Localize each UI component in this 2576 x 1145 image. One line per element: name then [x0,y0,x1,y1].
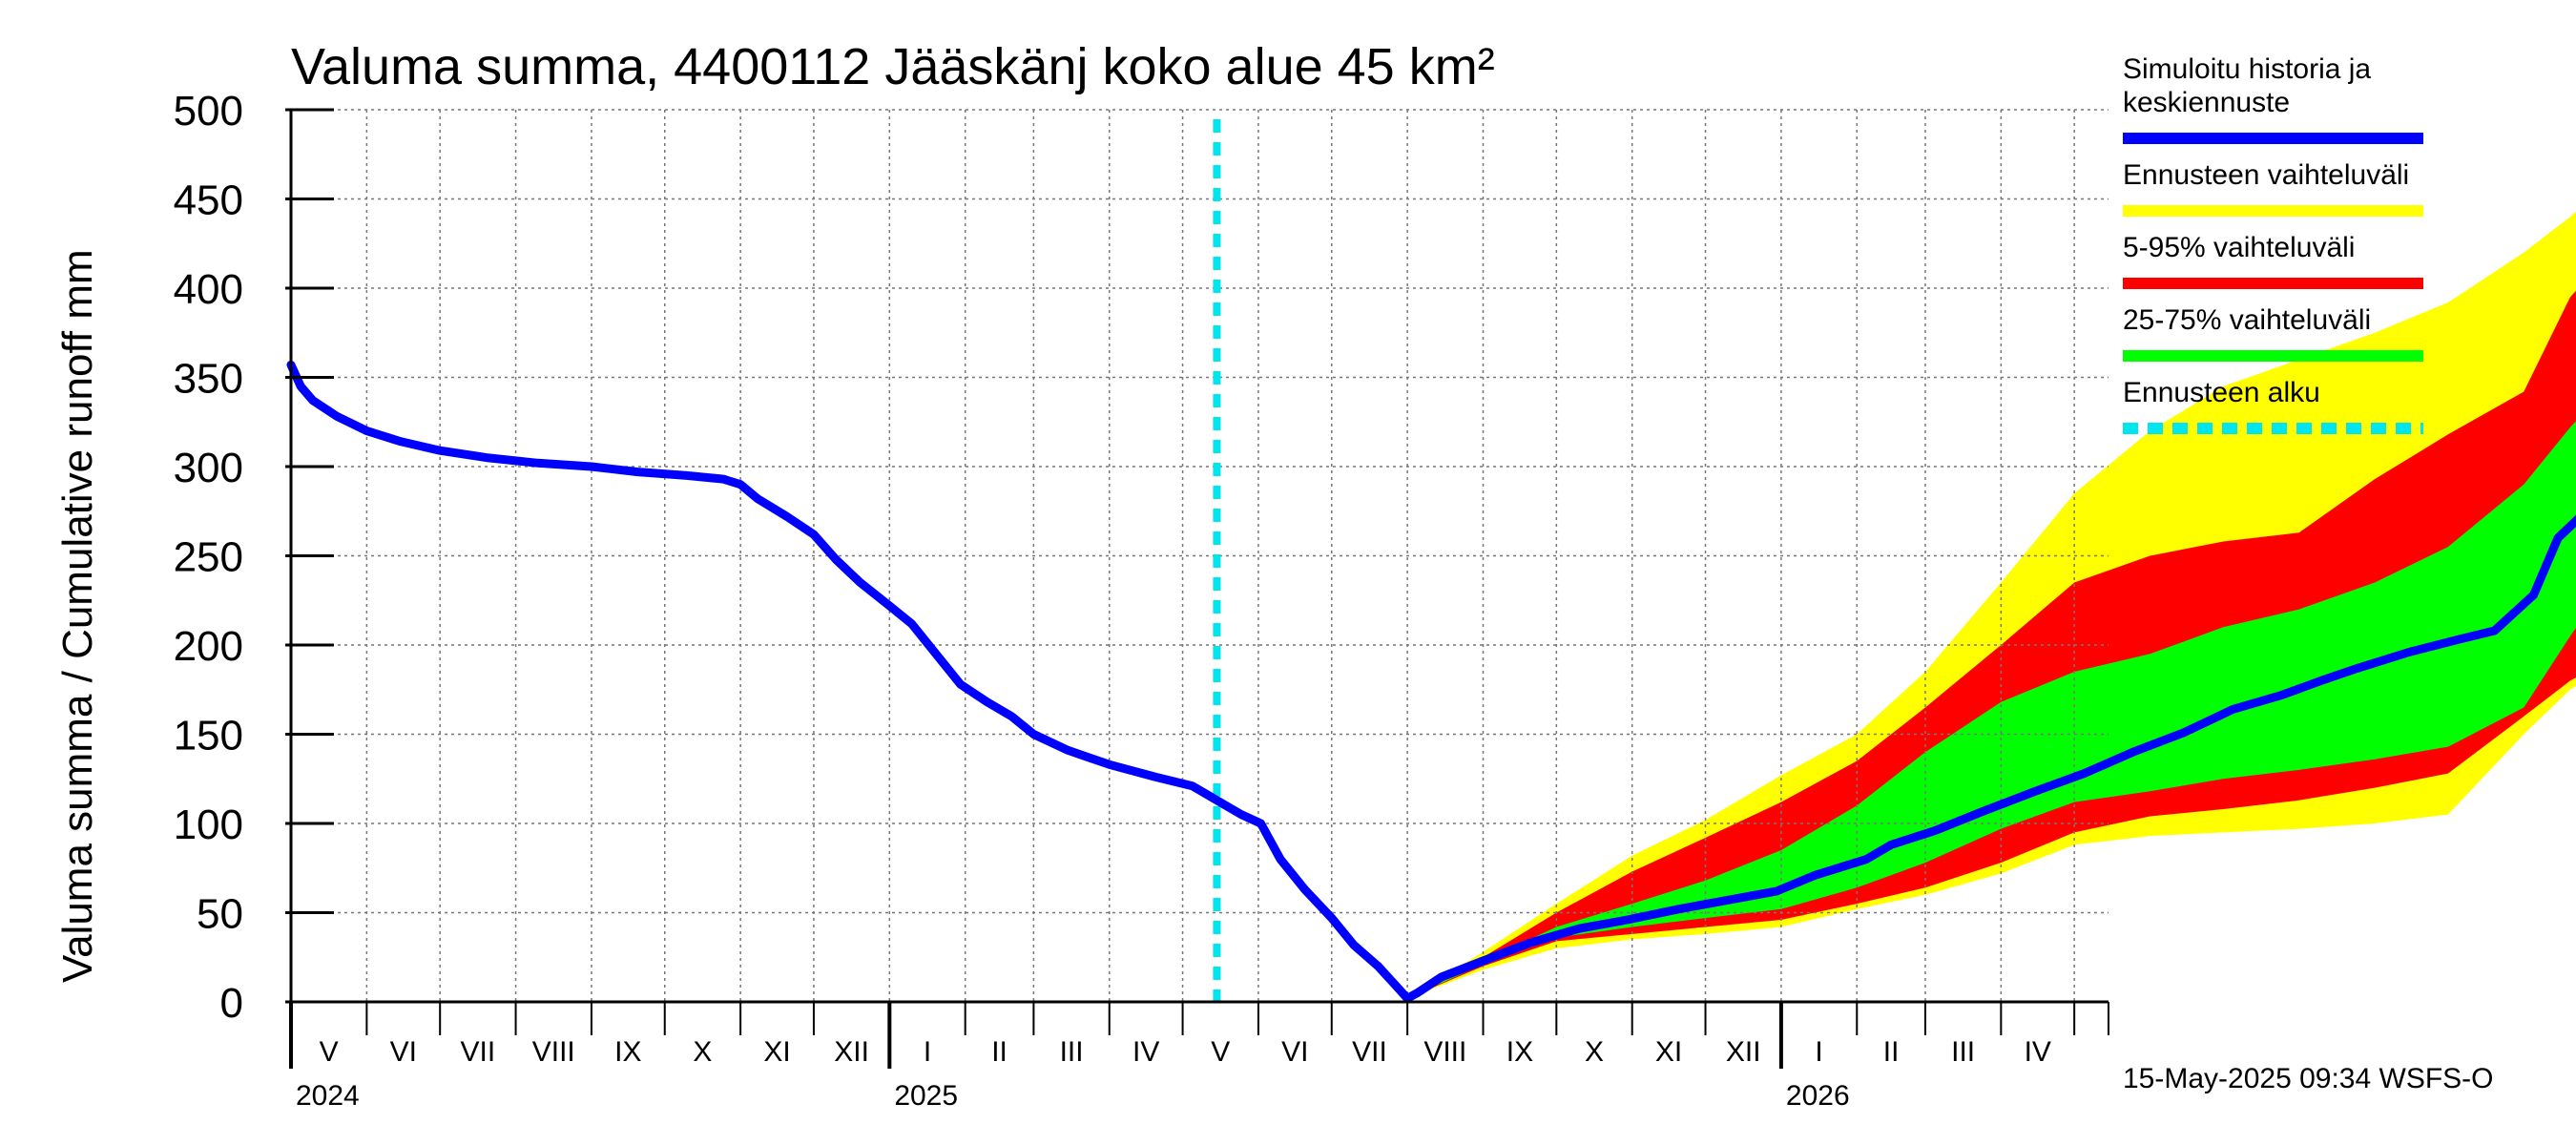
legend-label-0-1: keskiennuste [2123,87,2290,118]
month-label-17: X [1585,1036,1604,1068]
y-tick-label-2: 100 [174,802,243,848]
month-label-3: VIII [532,1036,575,1068]
month-label-19: XII [1726,1036,1761,1068]
year-label-0: 2024 [296,1080,360,1112]
month-label-23: IV [2025,1036,2051,1068]
y-tick-label-0: 0 [220,980,243,1027]
x-axis-labels: V VI VII VIII IX X XI XII I II III IV V VI VII VIII IX X X… [289,1002,2109,1112]
month-label-16: IX [1506,1036,1533,1068]
month-label-6: XI [763,1036,790,1068]
chart-title: Valuma summa, 4400112 Jääskänj koko alue… [291,38,1495,95]
band-2 [1407,421,2576,999]
month-label-21: II [1883,1036,1900,1068]
y-tick-label-5: 250 [174,534,243,581]
legend-label-2-0: 5-95% vaihteluväli [2123,232,2355,263]
y-tick-label-4: 200 [174,623,243,670]
month-label-5: X [693,1036,712,1068]
y-axis-ticks: 0 50 100 150 200 250 300 350 400 450 500 [174,88,334,1027]
month-label-1: VI [390,1036,417,1068]
month-label-15: VIII [1423,1036,1466,1068]
month-label-10: III [1060,1036,1084,1068]
year-label-1: 2025 [894,1080,958,1112]
legend-label-1-0: Ennusteen vaihteluväli [2123,159,2409,191]
month-label-7: XII [834,1036,869,1068]
month-label-11: IV [1132,1036,1159,1068]
y-tick-label-6: 300 [174,445,243,491]
y-tick-label-7: 350 [174,356,243,403]
year-label-2: 2026 [1786,1080,1850,1112]
y-tick-label-1: 50 [197,891,243,938]
y-axis-label: Valuma summa / Cumulative runoff mm [54,249,101,983]
mean-series-line [286,360,2576,1003]
month-label-8: I [924,1036,931,1068]
month-label-4: IX [614,1036,641,1068]
y-tick-label-8: 400 [174,266,243,313]
legend-label-4-0: Ennusteen alku [2123,377,2320,408]
footer-timestamp: 15-May-2025 09:34 WSFS-O [2123,1063,2494,1094]
month-label-2: VII [461,1036,496,1068]
legend-label-0-0: Simuloitu historia ja [2123,53,2371,85]
month-label-20: I [1815,1036,1822,1068]
grid [291,109,2109,1002]
month-label-13: VI [1281,1036,1308,1068]
mean-series [286,360,2576,1003]
month-label-18: XI [1655,1036,1682,1068]
month-label-0: V [320,1036,339,1068]
month-label-9: II [991,1036,1008,1068]
month-label-22: III [1951,1036,1975,1068]
y-tick-label-9: 450 [174,177,243,224]
month-label-12: V [1211,1036,1230,1068]
forecast-bands [1407,211,2576,999]
y-tick-label-3: 150 [174,713,243,760]
legend-label-3-0: 25-75% vaihteluväli [2123,304,2371,336]
y-tick-label-10: 500 [174,88,243,135]
month-label-14: VII [1352,1036,1387,1068]
